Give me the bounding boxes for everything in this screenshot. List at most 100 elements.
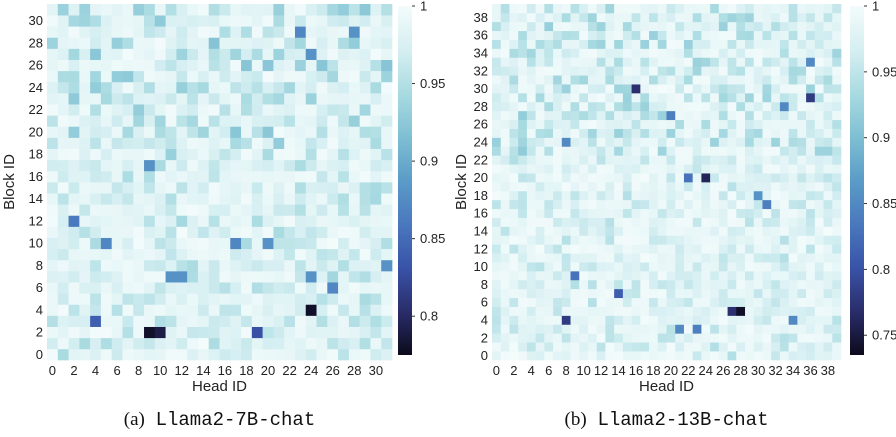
heatmap-cell [219,248,231,261]
heatmap-cell [176,4,188,16]
heatmap-cell [47,248,59,261]
heatmap-cell [526,342,536,352]
heatmap-cell [262,137,274,149]
heatmap-cell [241,148,253,161]
heatmap-cell [832,279,842,290]
heatmap-cell [718,244,728,254]
heatmap-cell [370,48,382,60]
heatmap-cell [219,59,231,72]
heatmap-cell [79,4,91,16]
y-tick-label: 8 [36,258,43,273]
heatmap-cell [622,164,632,174]
heatmap-cell [208,104,220,116]
heatmap-cell [823,119,833,129]
heatmap-cell [500,333,510,343]
heatmap-cell [675,199,685,210]
heatmap-cell [727,119,737,129]
heatmap-cell [553,128,563,138]
heatmap-cell [736,279,746,290]
heatmap-cell [90,304,102,316]
heatmap-cell [779,155,789,165]
heatmap-cell [144,293,156,305]
heatmap-cell [370,315,382,327]
heatmap-cell [176,226,188,238]
heatmap-cell [622,208,632,218]
heatmap-cell [544,110,554,121]
heatmap-cell [305,326,317,339]
heatmap-cell [100,37,113,49]
heatmap-cell [316,237,328,250]
heatmap-cell [614,128,624,138]
heatmap-cell [614,84,624,94]
heatmap-cell [230,304,242,316]
heatmap-cell [251,93,263,105]
heatmap-cell [518,146,528,156]
heatmap-cell [535,333,545,343]
heatmap-cell [251,148,263,161]
heatmap-cell [187,137,199,149]
heatmap-cell [649,146,659,156]
heatmap-cell [806,128,816,138]
heatmap-cell [762,199,772,210]
heatmap-cell [370,104,382,116]
heatmap-cell [553,279,563,290]
heatmap-cell [544,30,554,40]
heatmap-cell [649,30,659,40]
heatmap-cell [251,15,263,27]
heatmap-cell [771,324,781,334]
heatmap-cell [806,208,816,218]
heatmap-cell [241,326,253,339]
heatmap-cell [370,248,382,261]
heatmap-cell [359,159,371,172]
heatmap-cell [657,137,667,147]
heatmap-cell [348,282,361,294]
heatmap-cell [500,146,510,156]
heatmap-cell [736,39,746,49]
heatmap-cell [832,297,842,307]
heatmap-cell [745,244,755,254]
heatmap-cell [710,84,720,94]
heatmap-cell [262,81,274,94]
heatmap-cell [727,217,737,227]
heatmap-cell [144,326,156,339]
heatmap-cell [561,128,571,138]
heatmap-cell [675,235,685,245]
heatmap-cell [762,315,772,325]
heatmap-cell [701,75,711,85]
heatmap-cell [570,324,580,334]
heatmap-cell [348,248,361,261]
heatmap-cell [579,182,589,192]
x-axis-label: Head ID [639,378,694,395]
heatmap-cell [718,208,728,218]
heatmap-cell [553,190,563,201]
heatmap-cell [219,148,231,161]
heatmap-cell [649,128,659,138]
heatmap-cell [197,293,210,305]
heatmap-cell [370,15,382,27]
heatmap-cell [806,342,816,352]
heatmap-cell [176,115,188,127]
heatmap-cell [500,12,510,23]
heatmap-cell [251,159,263,172]
heatmap-cell [100,137,113,149]
heatmap-cell [553,137,563,147]
heatmap-cell [535,30,545,40]
heatmap-cell [832,226,842,236]
heatmap-cell [701,324,711,334]
heatmap-cell [622,173,632,183]
heatmap-cell [197,4,210,16]
heatmap-cell [294,137,307,149]
heatmap-cell [614,288,624,299]
heatmap-cell [762,182,772,192]
x-tick-label: 16 [218,363,232,378]
heatmap-cell [771,128,781,138]
heatmap-cell [492,190,502,201]
heatmap-cell [509,21,519,32]
heatmap-cell [241,170,253,183]
heatmap-cell [605,75,615,85]
heatmap-cell [57,48,69,60]
y-tick-label: 12 [474,241,488,256]
heatmap-cell [797,324,807,334]
x-tick-label: 10 [153,363,167,378]
heatmap-cell [251,204,263,216]
